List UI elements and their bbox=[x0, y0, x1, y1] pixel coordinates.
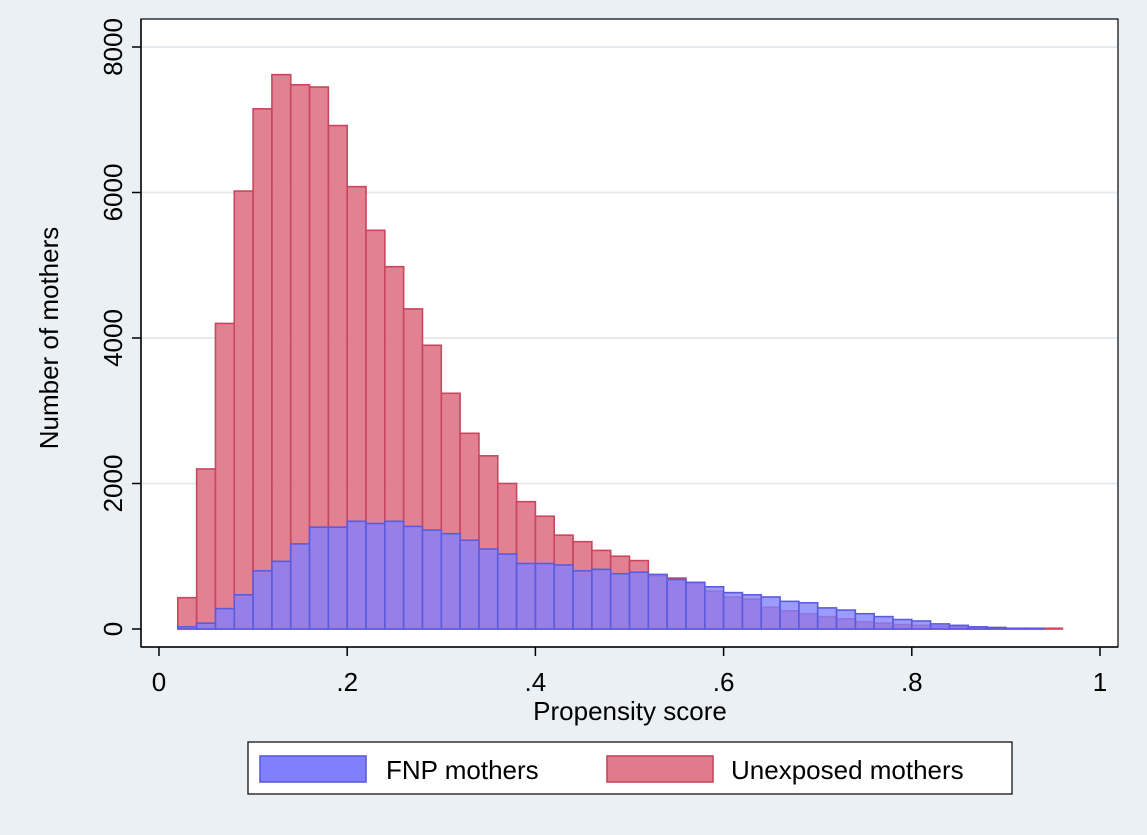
bar bbox=[289, 543, 311, 630]
bar bbox=[1042, 627, 1064, 630]
bar bbox=[779, 600, 800, 630]
legend-swatch-fnp bbox=[259, 755, 367, 783]
bar bbox=[534, 562, 556, 630]
bar bbox=[271, 73, 292, 630]
bar bbox=[892, 618, 913, 630]
bar bbox=[195, 468, 217, 630]
y-tick-label: 6000 bbox=[98, 164, 128, 222]
bar bbox=[722, 591, 744, 630]
x-tick-label: 1 bbox=[1093, 667, 1107, 697]
y-axis-title: Number of mothers bbox=[34, 227, 64, 450]
bar bbox=[233, 190, 254, 630]
x-tick-label: .6 bbox=[713, 667, 735, 697]
bar bbox=[252, 108, 273, 630]
bar bbox=[873, 615, 894, 630]
bar bbox=[515, 562, 537, 630]
bar bbox=[233, 594, 254, 630]
legend: FNP mothers Unexposed mothers bbox=[247, 741, 1013, 795]
bar bbox=[177, 596, 198, 630]
bar bbox=[628, 571, 650, 630]
bar bbox=[421, 529, 443, 630]
x-tick-label: 0 bbox=[152, 667, 166, 697]
x-tick-label: .4 bbox=[525, 667, 547, 697]
bar bbox=[384, 520, 405, 630]
bar bbox=[177, 626, 198, 630]
bar bbox=[703, 586, 725, 630]
bar bbox=[1005, 627, 1026, 630]
bar bbox=[214, 322, 236, 630]
bar bbox=[572, 569, 593, 630]
axes bbox=[140, 19, 1118, 648]
bar bbox=[986, 626, 1007, 630]
x-tick-label: .2 bbox=[336, 667, 358, 697]
legend-swatch-unexposed bbox=[606, 755, 714, 783]
bar bbox=[798, 602, 819, 630]
bar bbox=[609, 572, 631, 630]
bar bbox=[308, 526, 330, 630]
x-axis-title: Propensity score bbox=[533, 696, 727, 726]
x-tick-label: .8 bbox=[901, 667, 923, 697]
bar bbox=[967, 626, 988, 630]
legend-label-fnp: FNP mothers bbox=[386, 755, 539, 785]
bar bbox=[346, 520, 367, 630]
bar bbox=[854, 612, 875, 630]
fnp-bars bbox=[177, 520, 1045, 630]
bar bbox=[195, 622, 217, 630]
bar bbox=[214, 607, 236, 630]
bar bbox=[591, 568, 612, 630]
y-axis-ticks: 0 2000 4000 6000 8000 bbox=[98, 18, 141, 636]
bar bbox=[1023, 627, 1045, 630]
y-tick-label: 8000 bbox=[98, 18, 128, 76]
bar bbox=[685, 581, 706, 630]
bar bbox=[835, 609, 857, 630]
bar bbox=[496, 553, 518, 630]
bar bbox=[252, 569, 273, 630]
bar bbox=[440, 532, 461, 630]
bar bbox=[948, 624, 970, 630]
bar bbox=[910, 620, 932, 630]
bar bbox=[816, 607, 838, 630]
bar bbox=[478, 548, 499, 630]
bar bbox=[402, 525, 424, 630]
x-axis-ticks: 0 .2 .4 .6 .8 1 bbox=[152, 647, 1107, 697]
bar bbox=[929, 623, 951, 630]
bar bbox=[327, 526, 349, 630]
y-tick-label: 4000 bbox=[98, 309, 128, 367]
bar bbox=[271, 560, 292, 630]
bar bbox=[666, 578, 687, 630]
legend-label-unexposed: Unexposed mothers bbox=[731, 755, 964, 785]
bar bbox=[741, 594, 763, 630]
bar bbox=[365, 522, 386, 630]
y-tick-label: 0 bbox=[98, 622, 128, 636]
bar bbox=[760, 596, 781, 630]
bar bbox=[553, 564, 574, 630]
bar bbox=[647, 573, 668, 630]
bar bbox=[459, 539, 480, 630]
y-tick-label: 2000 bbox=[98, 455, 128, 513]
